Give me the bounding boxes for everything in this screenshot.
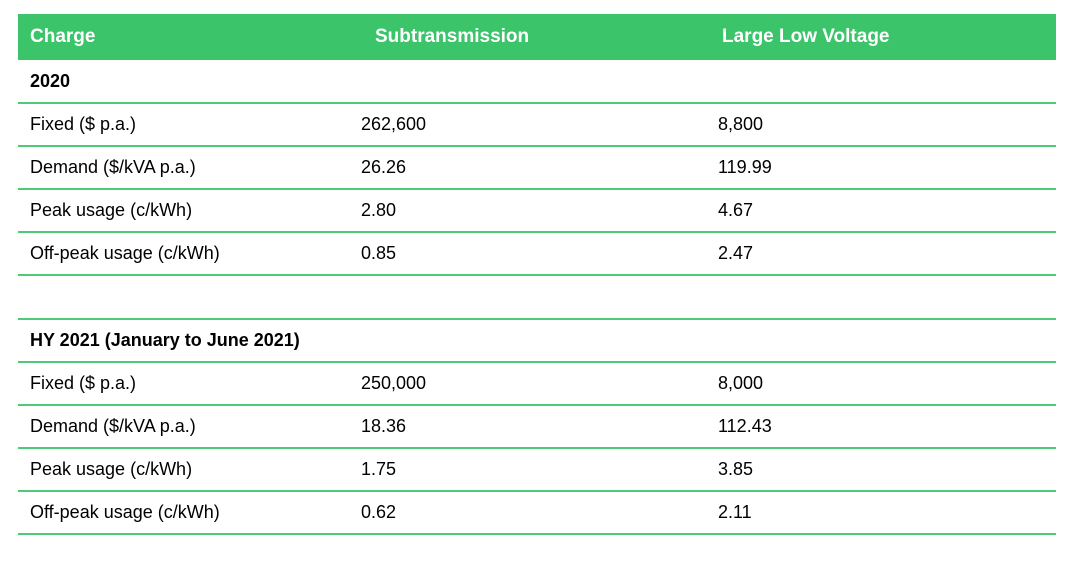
table-row: Off-peak usage (c/kWh) 0.85 2.47 [18,232,1056,276]
cell-large-low-voltage: 2.11 [706,491,1056,535]
spacer-cell [18,275,1056,320]
cell-subtransmission: 18.36 [349,405,706,449]
charges-table: Charge Subtransmission Large Low Voltage… [18,14,1056,535]
cell-charge: Peak usage (c/kWh) [18,448,349,492]
cell-charge: Fixed ($ p.a.) [18,103,349,147]
table-row: Off-peak usage (c/kWh) 0.62 2.11 [18,491,1056,535]
section-row-hy-2021: HY 2021 (January to June 2021) [18,319,1056,363]
cell-large-low-voltage: 3.85 [706,448,1056,492]
table-row: Fixed ($ p.a.) 262,600 8,800 [18,103,1056,147]
cell-charge: Off-peak usage (c/kWh) [18,232,349,276]
section-row-2020: 2020 [18,60,1056,104]
table-header-row: Charge Subtransmission Large Low Voltage [18,14,1056,60]
column-header-charge: Charge [18,14,349,60]
cell-large-low-voltage: 2.47 [706,232,1056,276]
spacer-row [18,275,1056,320]
cell-subtransmission: 250,000 [349,362,706,406]
column-header-large-low-voltage: Large Low Voltage [706,14,1056,60]
cell-subtransmission: 26.26 [349,146,706,190]
cell-charge: Demand ($/kVA p.a.) [18,146,349,190]
cell-large-low-voltage: 4.67 [706,189,1056,233]
table-row: Peak usage (c/kWh) 1.75 3.85 [18,448,1056,492]
section-title: 2020 [18,60,1056,104]
table-row: Demand ($/kVA p.a.) 18.36 112.43 [18,405,1056,449]
cell-charge: Demand ($/kVA p.a.) [18,405,349,449]
cell-large-low-voltage: 112.43 [706,405,1056,449]
cell-subtransmission: 0.62 [349,491,706,535]
cell-charge: Off-peak usage (c/kWh) [18,491,349,535]
table-row: Peak usage (c/kWh) 2.80 4.67 [18,189,1056,233]
table-row: Fixed ($ p.a.) 250,000 8,000 [18,362,1056,406]
section-title: HY 2021 (January to June 2021) [18,319,1056,363]
column-header-subtransmission: Subtransmission [349,14,706,60]
cell-subtransmission: 1.75 [349,448,706,492]
cell-large-low-voltage: 8,000 [706,362,1056,406]
cell-subtransmission: 2.80 [349,189,706,233]
cell-large-low-voltage: 8,800 [706,103,1056,147]
cell-charge: Peak usage (c/kWh) [18,189,349,233]
table-row: Demand ($/kVA p.a.) 26.26 119.99 [18,146,1056,190]
cell-subtransmission: 0.85 [349,232,706,276]
cell-large-low-voltage: 119.99 [706,146,1056,190]
cell-charge: Fixed ($ p.a.) [18,362,349,406]
cell-subtransmission: 262,600 [349,103,706,147]
